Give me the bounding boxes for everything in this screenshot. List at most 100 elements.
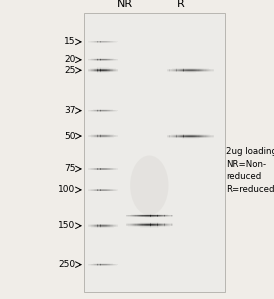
Bar <box>131 215 132 216</box>
Bar <box>92 263 93 264</box>
Bar <box>109 190 110 191</box>
Bar <box>89 135 90 136</box>
Bar <box>101 68 102 69</box>
Bar <box>104 60 105 61</box>
Bar <box>186 72 187 73</box>
Bar <box>117 60 118 61</box>
Bar <box>102 169 103 170</box>
Bar <box>92 59 93 60</box>
Bar <box>208 71 209 72</box>
Bar <box>99 68 100 69</box>
Bar <box>101 72 102 73</box>
Bar <box>195 135 196 136</box>
Bar <box>201 69 202 70</box>
Bar <box>149 226 150 227</box>
Bar <box>102 168 103 169</box>
Bar <box>152 215 153 216</box>
Bar <box>99 60 100 61</box>
Bar <box>186 68 187 69</box>
Bar <box>153 217 154 218</box>
Bar <box>99 224 100 225</box>
Bar <box>136 226 138 227</box>
Bar <box>92 265 93 266</box>
Bar <box>94 59 95 60</box>
Bar <box>168 70 170 71</box>
Bar <box>114 71 115 72</box>
Bar <box>183 134 185 135</box>
Bar <box>114 110 115 111</box>
Bar <box>194 135 195 136</box>
Bar <box>202 69 203 70</box>
Bar <box>115 169 116 170</box>
Bar <box>174 137 175 138</box>
Bar <box>183 71 185 72</box>
Bar <box>148 217 149 218</box>
Bar <box>108 71 109 72</box>
Bar <box>126 215 127 216</box>
Bar <box>113 137 114 138</box>
Text: 37: 37 <box>64 106 75 115</box>
Bar <box>114 263 115 264</box>
Bar <box>104 264 105 265</box>
Bar <box>199 137 200 138</box>
Bar <box>111 135 112 136</box>
Bar <box>91 226 92 227</box>
Bar <box>117 226 118 227</box>
Bar <box>142 222 144 223</box>
Bar <box>136 224 138 225</box>
Bar <box>116 136 117 137</box>
Bar <box>95 167 96 168</box>
Bar <box>193 68 194 69</box>
Bar <box>141 224 142 225</box>
Bar <box>139 225 140 226</box>
Bar <box>93 110 94 111</box>
Bar <box>106 263 107 264</box>
Bar <box>101 226 102 227</box>
Bar <box>101 60 102 61</box>
Bar <box>114 111 115 112</box>
Bar <box>100 225 101 226</box>
Bar <box>181 69 182 70</box>
Bar <box>199 136 200 137</box>
Bar <box>178 137 179 138</box>
Bar <box>94 226 95 227</box>
Bar <box>117 136 118 137</box>
Bar <box>171 137 172 138</box>
Bar <box>158 224 159 225</box>
Bar <box>155 223 156 224</box>
Bar <box>105 265 106 266</box>
Bar <box>97 190 98 191</box>
Bar <box>102 189 103 190</box>
Bar <box>96 169 97 170</box>
Bar <box>147 224 148 225</box>
Bar <box>196 137 198 138</box>
Bar <box>114 226 115 227</box>
Bar <box>136 223 138 224</box>
Bar <box>101 227 102 228</box>
Bar <box>95 227 96 228</box>
Bar <box>190 134 192 135</box>
Bar <box>103 169 104 170</box>
Bar <box>108 68 109 69</box>
Bar <box>202 136 203 137</box>
Bar <box>89 110 90 111</box>
Bar <box>112 69 113 70</box>
Bar <box>146 214 147 215</box>
Bar <box>197 71 199 72</box>
Bar <box>106 136 107 137</box>
Bar <box>174 134 175 135</box>
Bar <box>97 264 98 265</box>
Bar <box>96 226 97 227</box>
Bar <box>172 216 173 217</box>
Bar <box>104 72 105 73</box>
Bar <box>148 226 149 227</box>
Bar <box>109 167 110 168</box>
Bar <box>113 136 114 137</box>
Bar <box>154 224 155 225</box>
Bar <box>202 71 203 72</box>
Bar <box>131 226 132 227</box>
Bar <box>195 136 196 137</box>
Bar <box>185 68 186 69</box>
Bar <box>147 227 148 228</box>
Bar <box>152 217 153 218</box>
